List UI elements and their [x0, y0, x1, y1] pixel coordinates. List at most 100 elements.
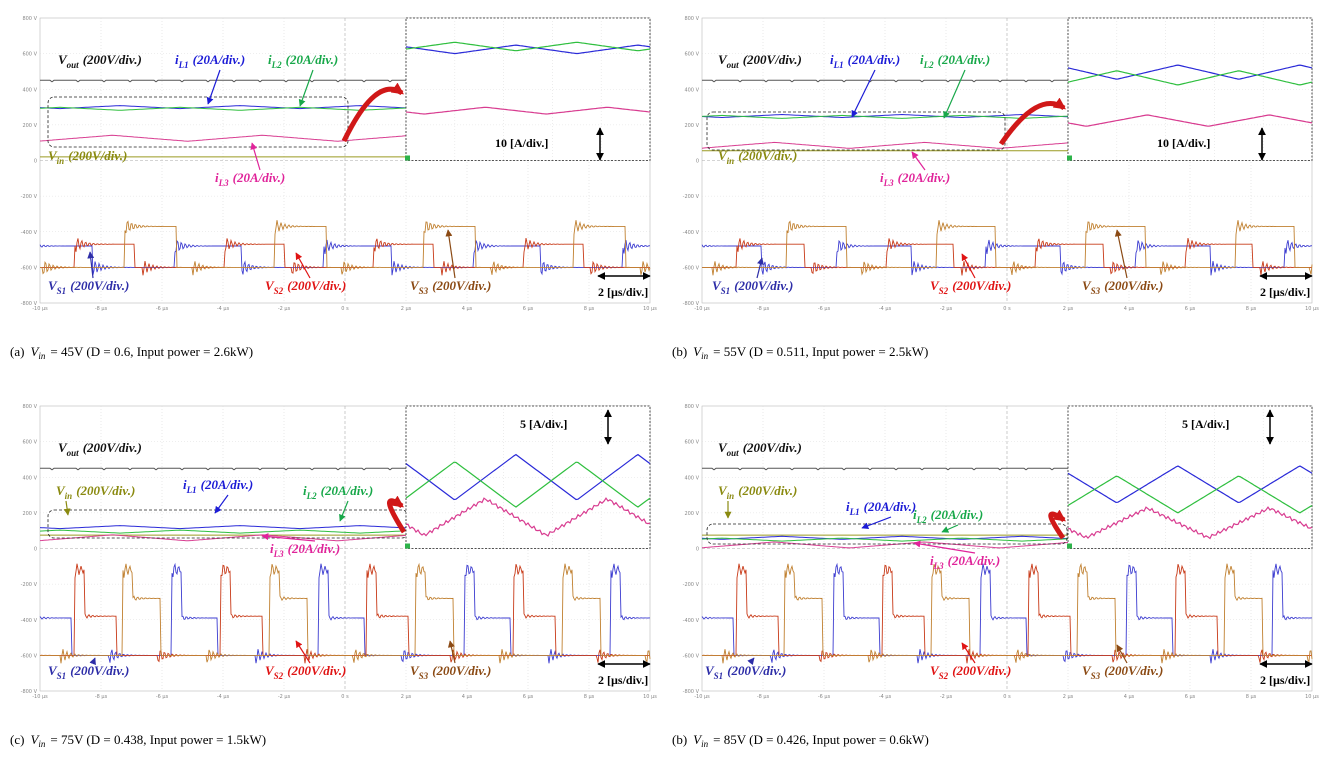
panel: 800 V 600 V 400 V 200 V 0 -200 V -400 V -600 V -… — [672, 404, 1319, 749]
label-arrow — [447, 640, 456, 664]
label-symbol: V — [410, 278, 420, 293]
label-scale: (20A/div.) — [288, 541, 341, 556]
inset-marker — [1067, 543, 1072, 549]
signal-label: VS2 (200V/div.) — [265, 278, 346, 296]
caption-sub: in — [38, 351, 46, 361]
y-axis-label: -200 V — [683, 194, 700, 200]
label-scale: (200V/div.) — [70, 278, 129, 293]
caption-tag: (a) — [10, 344, 24, 359]
label-arrow — [339, 500, 349, 522]
label-symbol: i — [846, 499, 850, 514]
y-axis-label: -800 V — [683, 301, 700, 307]
label-scale: (200V/div.) — [83, 52, 142, 67]
label-subscript: S1 — [721, 286, 731, 296]
label-symbol: V — [718, 148, 728, 163]
zoom-region — [47, 96, 349, 148]
label-arrow — [1116, 644, 1128, 664]
x-axis-label: 8 µs — [584, 306, 595, 312]
y-axis-label: 800 V — [22, 404, 37, 410]
x-axis-label: 0 s — [1003, 306, 1011, 312]
x-axis-label: 10 µs — [643, 694, 657, 700]
label-arrow — [87, 251, 95, 279]
label-arrow — [911, 151, 926, 171]
label-symbol: i — [880, 170, 884, 185]
zoom-arrow — [1048, 509, 1066, 540]
x-axis-label: 4 µs — [462, 306, 473, 312]
caption-tag: (b) — [672, 732, 687, 747]
x-axis-label: 4 µs — [1124, 306, 1135, 312]
y-axis-label: -200 V — [21, 194, 38, 200]
label-symbol: i — [930, 553, 934, 568]
signal-label: VS2 (200V/div.) — [265, 663, 346, 681]
y-axis-label: 800 V — [22, 16, 37, 22]
y-axis-label: -600 V — [21, 653, 38, 659]
label-subscript: S2 — [274, 671, 284, 681]
caption-tag: (c) — [10, 732, 24, 747]
y-axis-label: 200 V — [684, 511, 699, 517]
label-arrow — [961, 642, 976, 664]
label-arrow — [943, 69, 966, 119]
label-subscript: L1 — [186, 485, 197, 495]
label-scale: (200V/div.) — [952, 663, 1011, 678]
y-axis-label: 200 V — [684, 123, 699, 129]
x-axis-label: 10 µs — [1305, 306, 1319, 312]
inset-il2-trace — [405, 461, 651, 508]
caption-sub: in — [701, 351, 709, 361]
x-axis-label: 10 µs — [643, 306, 657, 312]
zoom-arrow — [387, 495, 407, 534]
label-subscript: S3 — [419, 671, 429, 681]
label-subscript: L3 — [933, 561, 944, 571]
x-axis-label: 4 µs — [462, 694, 473, 700]
caption-var: V — [30, 732, 40, 747]
label-scale: (200V/div.) — [738, 483, 797, 498]
label-arrow — [250, 142, 261, 171]
y-axis-label: -600 V — [683, 653, 700, 659]
label-symbol: V — [1082, 278, 1092, 293]
inset-il2-trace — [1067, 70, 1313, 86]
label-symbol: V — [705, 663, 715, 678]
label-scale: (20A/div.) — [193, 52, 246, 67]
x-axis-label: -6 µs — [818, 694, 831, 700]
il1-trace — [39, 525, 407, 530]
inset-il1-trace — [405, 453, 651, 501]
x-axis-label: -2 µs — [278, 306, 291, 312]
label-symbol: i — [270, 541, 274, 556]
y-axis-label: 0 — [696, 159, 699, 165]
x-axis-label: 2 µs — [401, 306, 412, 312]
label-scale: (200V/div.) — [727, 663, 786, 678]
caption-var: V — [693, 344, 703, 359]
y-axis-label: -800 V — [683, 689, 700, 695]
label-symbol: V — [712, 278, 722, 293]
panel: 800 V 600 V 400 V 200 V 0 -200 V -400 V -600 V -… — [10, 404, 657, 749]
label-arrow — [1114, 229, 1128, 279]
zoom-arrow — [341, 82, 404, 143]
x-axis-label: -4 µs — [217, 694, 230, 700]
x-axis-label: -10 µs — [694, 306, 710, 312]
caption-var: V — [30, 344, 40, 359]
label-symbol: V — [58, 440, 68, 455]
x-axis-label: 2 µs — [401, 694, 412, 700]
y-axis-label: 0 — [696, 547, 699, 553]
y-axis-label: -600 V — [21, 265, 38, 271]
y-axis-label: 800 V — [684, 404, 699, 410]
x-axis-label: -10 µs — [32, 694, 48, 700]
label-symbol: V — [58, 52, 68, 67]
il2-trace — [39, 529, 407, 534]
x-axis-label: 0 s — [1003, 694, 1011, 700]
signal-label: Vin (200V/div.) — [718, 483, 797, 501]
label-subscript: L2 — [923, 60, 934, 70]
y-axis-label: 600 V — [684, 52, 699, 58]
signal-label: iL1 (20A/div.) — [830, 52, 900, 70]
label-symbol: i — [830, 52, 834, 67]
signal-label: VS1 (200V/div.) — [48, 663, 129, 681]
y-axis-label: 800 V — [684, 16, 699, 22]
label-scale: (200V/div.) — [70, 663, 129, 678]
x-axis-label: 10 µs — [1305, 694, 1319, 700]
label-subscript: L2 — [306, 491, 317, 501]
inset-il1-trace — [1067, 465, 1313, 504]
signal-label: VS3 (200V/div.) — [410, 663, 491, 681]
il3-trace — [701, 541, 1069, 549]
caption-tag: (b) — [672, 344, 687, 359]
signal-label: VS3 (200V/div.) — [410, 278, 491, 296]
